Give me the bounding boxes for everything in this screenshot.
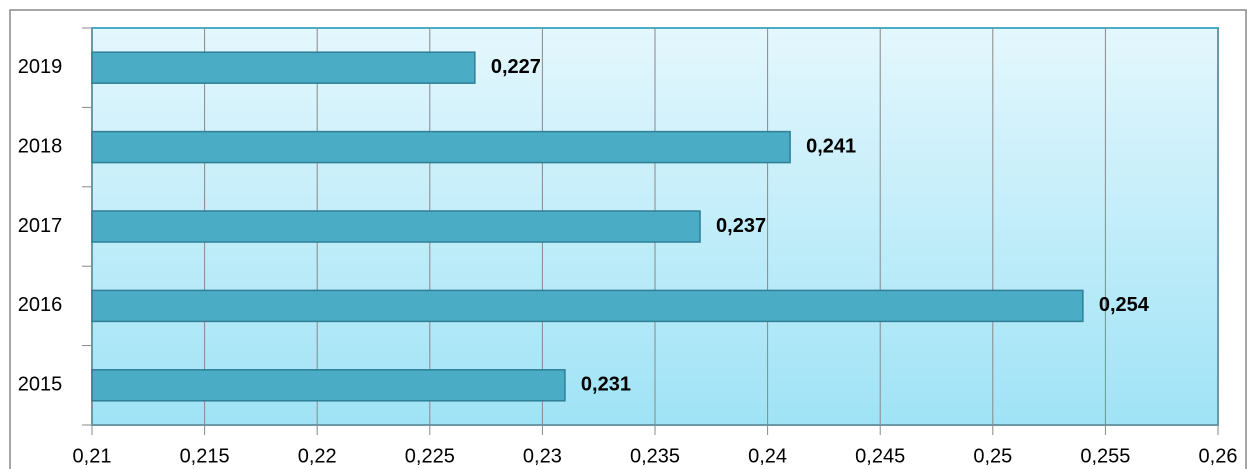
bar [91,289,1084,323]
x-tick-label: 0,255 [1080,445,1130,467]
x-tick-label: 0,22 [298,445,337,467]
bar [91,369,566,402]
x-tick-label: 0,245 [855,445,905,467]
bar [91,130,791,164]
y-tick-label: 2019 [18,56,63,78]
data-label: 0,237 [716,215,766,237]
bar [91,51,476,84]
x-tick-label: 0,23 [523,445,562,467]
x-tick-label: 0,24 [748,445,787,467]
data-label: 0,254 [1099,294,1150,316]
data-label: 0,227 [491,56,541,78]
y-tick-label: 2018 [18,135,63,157]
x-tick-label: 0,215 [180,445,230,467]
x-tick-label: 0,25 [973,445,1012,467]
data-label: 0,241 [806,135,856,157]
y-tick-label: 2017 [18,215,63,237]
x-tick-label: 0,26 [1199,445,1238,467]
x-tick-label: 0,225 [405,445,455,467]
y-tick-label: 2016 [18,294,63,316]
frame [9,9,1247,469]
x-tick-label: 0,21 [73,445,112,467]
bar [91,210,701,243]
x-tick-label: 0,235 [630,445,680,467]
y-tick-label: 2015 [18,374,63,396]
data-label: 0,231 [581,374,631,396]
